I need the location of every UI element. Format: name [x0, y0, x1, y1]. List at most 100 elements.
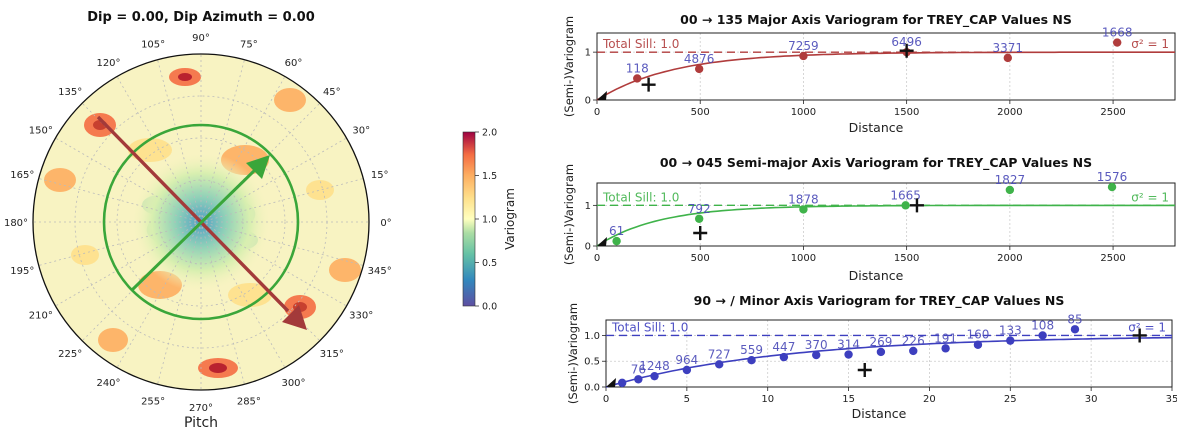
anisotropy-ellipse — [102, 123, 300, 321]
polar-angle-label: 75° — [240, 39, 258, 50]
variogram-point — [779, 352, 789, 362]
point-pair-count-label: 133 — [999, 324, 1022, 338]
variogram-point — [799, 51, 808, 61]
polar-angle-label: 270° — [189, 403, 213, 414]
variogram-point — [799, 205, 808, 214]
model-curve — [596, 204, 1175, 247]
point-pair-count-label: 1665 — [890, 188, 921, 202]
polar-angle-label: 285° — [237, 397, 261, 408]
polar-grid-spoke — [55, 137, 202, 223]
x-axis-label: Distance — [849, 120, 904, 135]
y-tick-label: 1 — [585, 201, 591, 212]
panel-frame — [596, 32, 1176, 101]
panel-title: 00 → 045 Semi-major Axis Variogram for T… — [660, 155, 1092, 171]
range-marker — [899, 43, 914, 58]
variogram-point — [633, 74, 642, 83]
polar-grid-spoke — [157, 221, 202, 385]
x-tick-label: 0 — [594, 253, 600, 264]
point-pair-count-label: 964 — [675, 353, 698, 367]
polar-angle-label: 15° — [371, 170, 389, 181]
colorbar-label: Variogram — [503, 188, 517, 250]
polar-grid-ring — [116, 137, 286, 307]
semi-major-axis-arrow — [130, 155, 270, 292]
polar-angle-label: 315° — [320, 349, 344, 360]
y-axis-label: (Semi-)Variogram — [562, 16, 576, 117]
y-axis-label: (Semi-)Variogram — [566, 303, 580, 404]
x-tick-label: 500 — [691, 253, 710, 264]
total-sill-label: Total Sill: 1.0 — [602, 190, 679, 204]
contour-blob — [274, 88, 306, 112]
panel-frame — [605, 319, 1173, 388]
x-tick-label: 2500 — [1100, 107, 1125, 118]
variogram-point — [694, 64, 704, 74]
polar-angle-label: 30° — [352, 126, 370, 137]
point-pair-count-label: 1576 — [1097, 170, 1128, 184]
point-pair-count-label: 727 — [708, 347, 731, 361]
range-marker — [641, 77, 656, 92]
contour-blob — [178, 73, 192, 81]
polar-angle-label: 225° — [58, 349, 82, 360]
variogram-colorbar: 0.0 0.5 1.0 1.5 2.0 Variogram — [462, 128, 517, 313]
variogram-point — [612, 236, 621, 246]
y-axis-label: (Semi-)Variogram — [562, 164, 576, 265]
point-pair-count-label: 7259 — [788, 39, 819, 53]
major-axis-arrowhead — [282, 305, 307, 330]
colorbar-tick-label: 0.0 — [482, 302, 497, 313]
model-curve — [596, 51, 1175, 101]
polar-angle-label: 330° — [349, 311, 373, 322]
variogram-point — [1070, 325, 1080, 334]
polar-grid-spoke — [200, 221, 245, 385]
variogram-point — [1113, 38, 1122, 47]
point-pair-count-label: 108 — [1031, 318, 1054, 332]
polar-grid-spoke — [55, 221, 202, 307]
point-pair-count-label: 191 — [934, 331, 957, 345]
variogram-point — [941, 344, 950, 353]
x-tick-label: 2500 — [1100, 253, 1125, 264]
x-tick-label: 0 — [603, 394, 609, 405]
contour-blob — [329, 258, 361, 282]
polar-angle-label: 165° — [10, 170, 34, 181]
x-tick-label: 35 — [1166, 394, 1177, 405]
polar-angle-label: 210° — [29, 311, 53, 322]
polar-angle-label: 0° — [380, 218, 391, 229]
polar-grid-spoke — [200, 178, 364, 223]
colorbar-tick-label: 2.0 — [482, 128, 497, 139]
panel-title: 90 → / Minor Axis Variogram for TREY_CAP… — [694, 293, 1065, 309]
variogram-panel: 00 → 135 Major Axis Variogram for TREY_C… — [562, 12, 1176, 135]
y-tick-label: 1.0 — [584, 331, 600, 342]
point-pair-count-label: 226 — [902, 334, 925, 348]
point-pair-count-label: 559 — [740, 343, 763, 357]
range-marker — [857, 362, 872, 377]
variogram-panel: 00 → 045 Semi-major Axis Variogram for T… — [562, 155, 1176, 283]
point-pair-count-label: 160 — [966, 328, 989, 342]
variogram-point — [1003, 53, 1012, 63]
polar-grid-spoke — [200, 221, 347, 307]
colorbar-gradient — [462, 131, 476, 307]
y-tick-label: 1 — [585, 48, 591, 59]
sigma-label: σ² = 1 — [1131, 190, 1169, 204]
variogram-point — [682, 365, 692, 375]
point-pair-count-label: 1668 — [1102, 26, 1133, 40]
total-sill-label: Total Sill: 1.0 — [611, 320, 688, 334]
variogram-point — [1107, 182, 1117, 192]
polar-angle-label: 105° — [141, 39, 165, 50]
point-pair-count-label: 314 — [837, 338, 860, 352]
point-pair-count-label: 85 — [1067, 312, 1082, 326]
polar-angle-label: 150° — [29, 126, 53, 137]
polar-angle-labels: 0° 15° 30° 45° 60° 75° 90° 105° 120° 135° 150° 165°… — [4, 33, 392, 414]
variogram-point — [715, 360, 724, 369]
origin-marker — [597, 91, 607, 100]
x-tick-label: 20 — [923, 394, 936, 405]
range-marker — [693, 225, 708, 240]
polar-angle-label: 120° — [96, 58, 120, 69]
point-pair-count-label: 370 — [805, 338, 828, 352]
x-tick-label: 30 — [1085, 394, 1098, 405]
x-tick-label: 1500 — [894, 107, 919, 118]
polar-grid-spoke — [200, 76, 286, 223]
polar-bottom-label: Pitch — [184, 415, 218, 430]
y-tick-label: 0.0 — [584, 383, 600, 394]
polar-angle-label: 180° — [4, 218, 28, 229]
polar-angle-label: 345° — [368, 266, 392, 277]
